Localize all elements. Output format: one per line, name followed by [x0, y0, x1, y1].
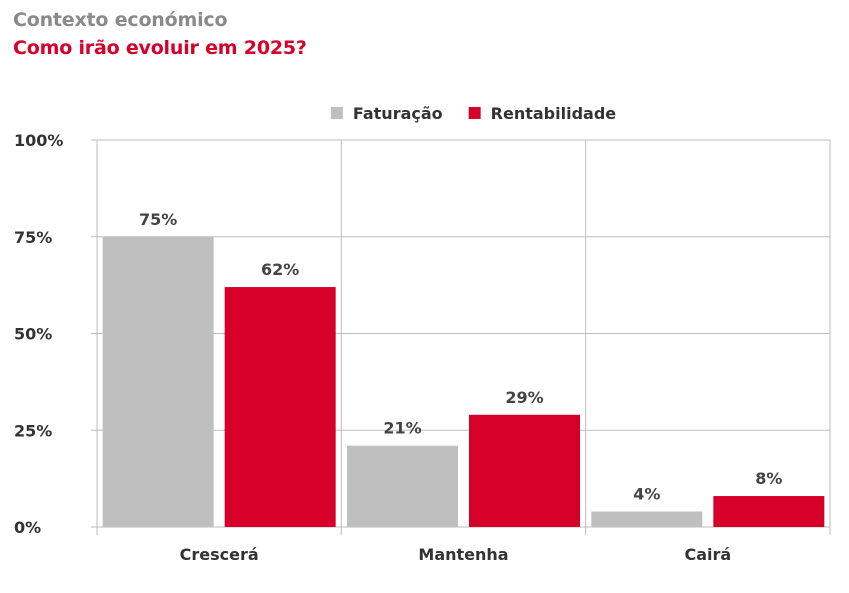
data-label: 21% [383, 419, 421, 438]
bars [102, 236, 825, 527]
chart-title: Como irão evoluir em 2025? [13, 37, 307, 59]
x-axis: Crescerá Mantenha Cairá [180, 545, 732, 564]
bar-faturação-1 [102, 236, 214, 527]
y-tick-label: 100% [14, 131, 63, 150]
data-label: 29% [505, 388, 543, 407]
bar-rentabilidade-1 [224, 287, 336, 527]
x-tick-label: Cairá [684, 545, 731, 564]
legend-label: Faturação [353, 104, 443, 123]
x-tick-label: Crescerá [180, 545, 259, 564]
legend-swatch-rentabilidade [468, 107, 481, 119]
grid-lines [91, 139, 831, 535]
x-tick-label: Mantenha [418, 545, 508, 564]
bar-rentabilidade-2 [469, 414, 580, 527]
data-label: 62% [261, 260, 299, 279]
legend: Faturação Rentabilidade [330, 104, 617, 123]
data-label: 4% [633, 485, 660, 504]
y-tick-label: 25% [14, 421, 52, 440]
data-label: 8% [755, 469, 782, 488]
bar-faturação-2 [347, 445, 458, 527]
y-tick-label: 75% [14, 228, 52, 247]
legend-swatch-faturação [330, 107, 343, 119]
bar-faturação-3 [591, 511, 703, 527]
y-tick-label: 50% [14, 325, 52, 344]
data-label: 75% [139, 210, 177, 229]
legend-label: Rentabilidade [491, 104, 617, 123]
y-tick-label: 0% [14, 518, 41, 537]
chart-kicker: Contexto económico [13, 9, 228, 31]
y-axis: 0% 25% 50% 75% 100% [14, 131, 63, 537]
data-labels: 75% 62% 21% 29% 4% 8% [139, 210, 782, 504]
bar-rentabilidade-3 [713, 496, 825, 527]
